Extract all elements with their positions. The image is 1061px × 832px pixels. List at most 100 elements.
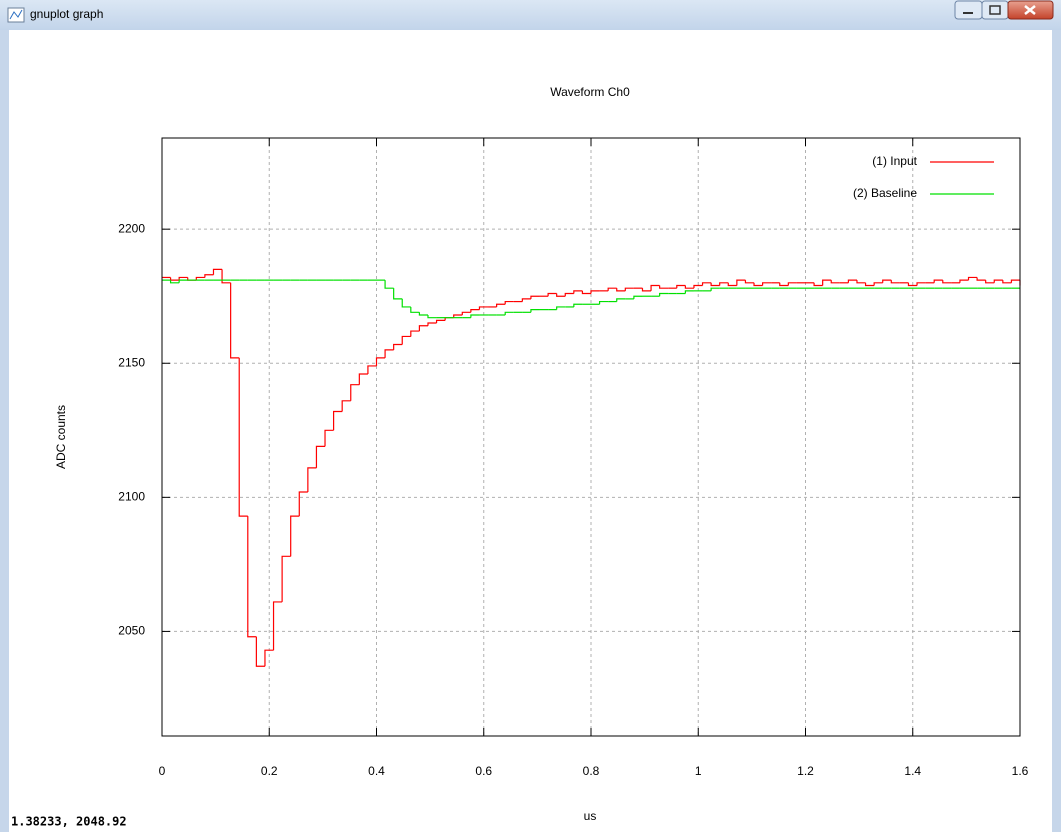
step-segment: [556, 306, 566, 310]
step-segment: [178, 276, 188, 281]
step-segment: [864, 282, 875, 287]
window-title: gnuplot graph: [30, 7, 103, 21]
step-segment: [461, 311, 471, 315]
step-segment: [616, 288, 626, 292]
step-segment: [204, 274, 214, 278]
step-segment: [290, 515, 300, 557]
step-segment: [470, 309, 480, 313]
step-segment: [504, 300, 514, 305]
step-segment: [375, 357, 386, 366]
step-segment: [195, 276, 205, 281]
step-segment: [221, 269, 231, 284]
x-tick-label: 1.2: [797, 764, 814, 778]
step-segment: [581, 290, 591, 295]
step-segment: [307, 467, 317, 492]
maximize-button[interactable]: [981, 0, 1009, 20]
step-segment: [650, 284, 660, 291]
step-segment: [753, 282, 763, 287]
x-tick-label: 1.4: [904, 764, 921, 778]
step-segment: [659, 292, 669, 297]
step-segment: [985, 280, 995, 284]
plot-canvas: [9, 30, 1052, 832]
x-tick-label: 1.6: [1012, 764, 1029, 778]
plot-frame: [161, 137, 1021, 737]
step-segment: [676, 284, 686, 289]
step-segment: [367, 365, 377, 374]
step-segment: [401, 335, 411, 345]
step-segment: [890, 280, 900, 284]
x-tick-label: 0.2: [261, 764, 278, 778]
legend-label: (2) Baseline: [853, 186, 917, 200]
step-segment: [298, 491, 308, 517]
step-segment: [762, 282, 772, 286]
step-segment: [272, 601, 283, 651]
x-axis-label: us: [584, 809, 597, 823]
step-segment: [435, 319, 446, 324]
step-segment: [616, 298, 626, 302]
step-segment: [659, 285, 669, 289]
step-segment: [264, 649, 274, 667]
step-segment: [873, 282, 883, 286]
step-segment: [907, 282, 918, 287]
step-segment: [710, 287, 720, 291]
step-segment: [427, 322, 437, 326]
step-segment: [333, 410, 343, 431]
step-segment: [384, 280, 394, 289]
minimize-button[interactable]: [954, 0, 983, 20]
step-segment: [976, 277, 986, 281]
step-segment: [350, 384, 360, 401]
step-segment: [813, 282, 823, 287]
step-segment: [1002, 280, 1012, 284]
step-segment: [521, 298, 531, 302]
step-segment: [384, 349, 394, 358]
step-segment: [341, 400, 351, 412]
close-icon: [1024, 5, 1036, 15]
step-segment: [418, 325, 428, 332]
step-segment: [719, 282, 729, 286]
step-segment: [178, 279, 188, 283]
step-segment: [701, 282, 712, 286]
step-segment: [315, 445, 326, 468]
x-tick-label: 0: [159, 764, 166, 778]
step-segment: [959, 279, 969, 283]
step-segment: [478, 306, 489, 310]
step-segment: [401, 298, 411, 308]
step-segment: [410, 306, 420, 313]
step-segment: [967, 276, 978, 281]
x-tick-label: 0.8: [583, 764, 600, 778]
step-segment: [1010, 279, 1020, 283]
app-icon: [7, 7, 25, 23]
step-segment: [744, 280, 755, 284]
step-segment: [393, 343, 403, 350]
step-segment: [418, 312, 428, 316]
step-segment: [830, 280, 840, 284]
step-segment: [169, 280, 180, 284]
y-tick-label: 2200: [118, 221, 145, 235]
step-segment: [547, 292, 557, 297]
step-segment: [882, 279, 892, 283]
plot: 2050 2100 2150 2200 0 0.2 0.4 0.6 0.8 1 1.2 1.4 1.6 (…: [118, 137, 1029, 778]
step-segment: [787, 282, 797, 286]
step-segment: [238, 357, 248, 517]
chart-title: Waveform Ch0: [550, 85, 630, 99]
step-segment: [727, 282, 737, 287]
step-segment: [247, 516, 257, 638]
step-segment: [255, 636, 265, 667]
step-segment: [598, 300, 609, 305]
step-segment: [736, 279, 746, 286]
step-segment: [393, 288, 403, 300]
step-segment: [993, 279, 1003, 283]
step-segment: [684, 290, 694, 294]
step-segment: [324, 429, 334, 447]
step-segment: [624, 287, 634, 291]
step-segment: [933, 279, 943, 283]
step-segment: [710, 282, 720, 287]
step-segment: [942, 280, 952, 284]
step-segment: [358, 373, 368, 385]
step-segment: [564, 292, 574, 297]
step-segment: [607, 287, 617, 291]
status-text: 1.38233, 2048.92: [11, 815, 127, 829]
legend-label: (1) Input: [872, 154, 917, 168]
step-segment: [641, 288, 652, 292]
